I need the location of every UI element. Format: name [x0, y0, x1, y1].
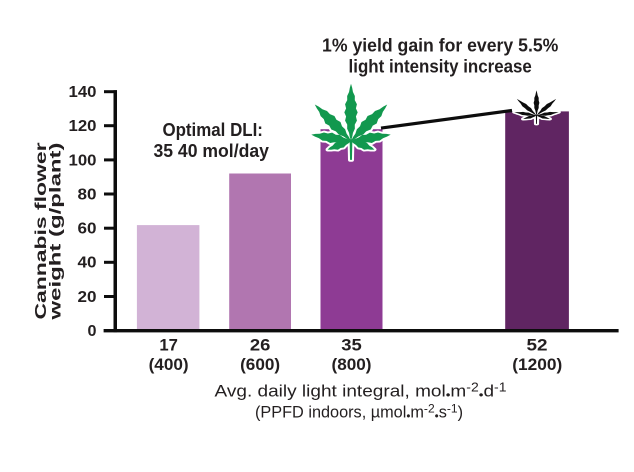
svg-text:1% yield gain for every 5.5%: 1% yield gain for every 5.5%: [322, 35, 558, 56]
svg-text:(1200): (1200): [512, 356, 562, 374]
svg-text:80: 80: [78, 186, 97, 203]
svg-text:0: 0: [88, 323, 97, 340]
svg-text:40: 40: [78, 255, 97, 272]
svg-text:weight (g/plant): weight (g/plant): [48, 143, 65, 321]
svg-text:52: 52: [527, 336, 548, 354]
svg-text:(800): (800): [332, 356, 372, 374]
svg-text:17: 17: [159, 336, 178, 354]
svg-text:Cannabis flower: Cannabis flower: [33, 143, 50, 320]
svg-text:120: 120: [69, 118, 97, 135]
svg-text:(400): (400): [149, 356, 189, 374]
svg-text:(600): (600): [240, 356, 280, 374]
svg-text:26: 26: [250, 336, 271, 354]
svg-text:light intensity increase: light intensity increase: [349, 55, 532, 76]
svg-text:(PPFD indoors, µmol•m-2•s-1): (PPFD indoors, µmol•m-2•s-1): [255, 402, 463, 424]
svg-text:35: 35: [341, 336, 362, 354]
svg-text:35 40 mol/day: 35 40 mol/day: [153, 140, 269, 161]
svg-text:60: 60: [78, 221, 97, 238]
svg-text:100: 100: [69, 152, 97, 169]
svg-text:20: 20: [78, 289, 97, 306]
svg-text:140: 140: [69, 84, 97, 101]
svg-text:Avg. daily light integral, mol: Avg. daily light integral, mol •m -2•d-1: [215, 380, 507, 402]
svg-text:Optimal DLI:: Optimal DLI:: [162, 119, 263, 140]
